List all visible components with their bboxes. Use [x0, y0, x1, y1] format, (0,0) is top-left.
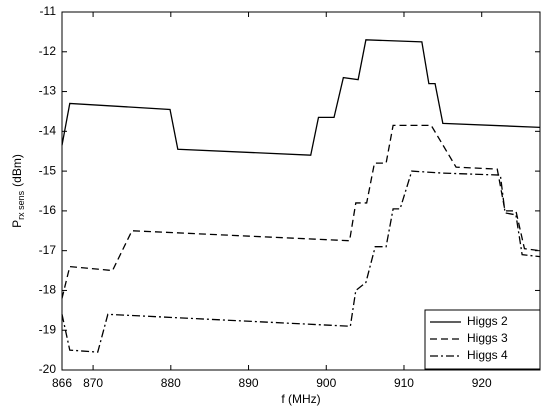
- x-tick-label: 890: [239, 376, 259, 390]
- legend-label: Higgs 4: [467, 348, 508, 362]
- x-tick-label: 900: [316, 376, 336, 390]
- legend-label: Higgs 3: [467, 331, 508, 345]
- x-tick-label: 880: [161, 376, 181, 390]
- plot-frame: [61, 11, 541, 371]
- x-tick-label: 920: [472, 376, 492, 390]
- y-tick-label: -18: [39, 283, 57, 297]
- y-tick-label: -15: [39, 163, 57, 177]
- x-tick-label: 870: [83, 376, 103, 390]
- y-tick-label: -13: [39, 84, 57, 98]
- y-axis-label: Prx sens (dBm): [10, 154, 26, 228]
- y-tick-label: -12: [39, 44, 57, 58]
- y-tick-label: -16: [39, 203, 57, 217]
- y-tick-label: -17: [39, 243, 57, 257]
- series-line: [61, 124, 541, 299]
- legend-label: Higgs 2: [467, 314, 508, 328]
- y-tick-label: -19: [39, 322, 57, 336]
- x-axis-label: f (MHz): [281, 392, 320, 406]
- y-label-sub: rx sens: [16, 190, 26, 220]
- series-line: [61, 170, 541, 353]
- x-tick-label: 910: [394, 376, 414, 390]
- y-tick-label: -20: [39, 362, 57, 376]
- y-tick-label: -14: [39, 124, 57, 138]
- series-line: [61, 39, 541, 156]
- x-tick-label: 866: [52, 376, 72, 390]
- y-label-unit: (dBm): [10, 154, 24, 187]
- y-label-main: P: [10, 220, 24, 228]
- y-tick-label: -11: [40, 4, 57, 18]
